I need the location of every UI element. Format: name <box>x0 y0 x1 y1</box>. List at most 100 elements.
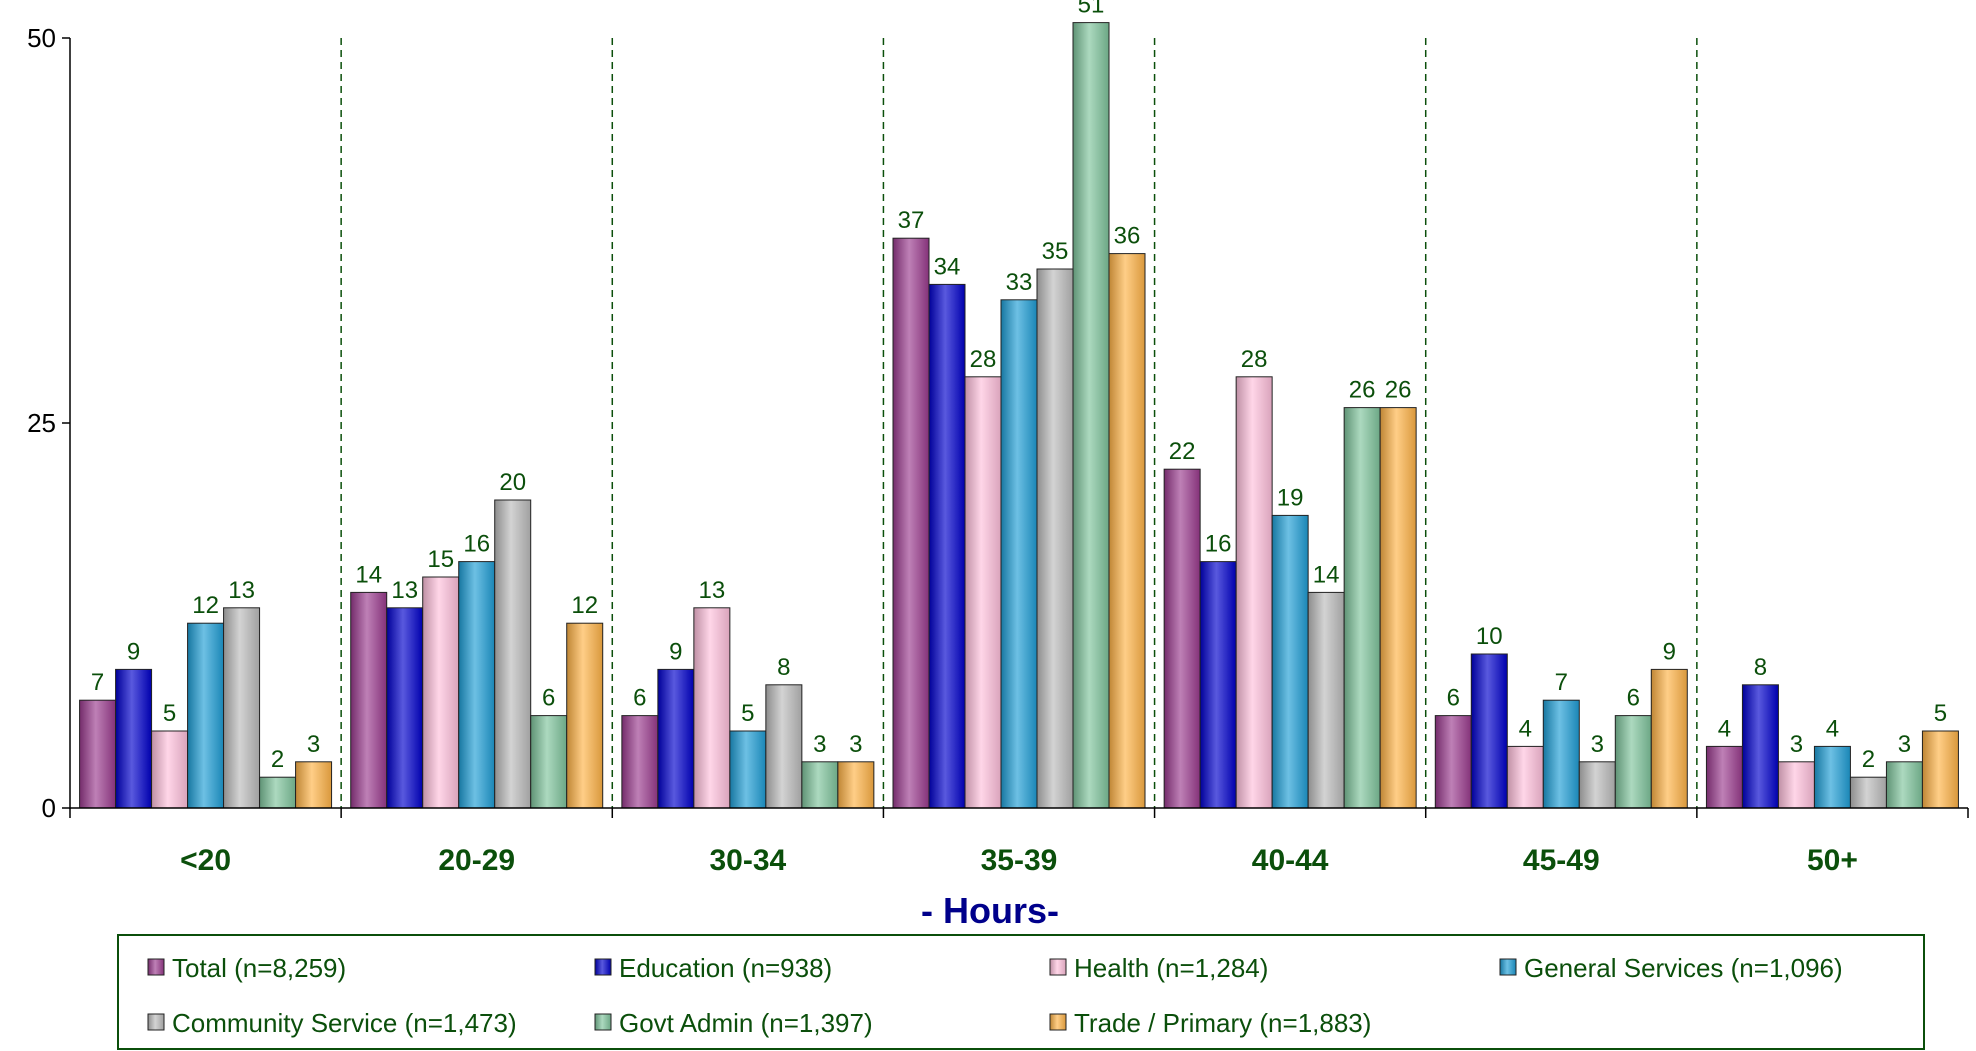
data-label: 26 <box>1349 377 1376 404</box>
y-tick-group: 0 25 50 <box>27 23 70 823</box>
bar <box>1470 653 1508 809</box>
legend-swatch <box>147 1013 165 1031</box>
data-label: 10 <box>1476 623 1503 650</box>
data-label: 8 <box>777 654 790 681</box>
y-tick-label: 25 <box>27 408 56 438</box>
data-label: 22 <box>1169 438 1196 465</box>
legend-entry-label: Trade / Primary (n=1,883) <box>1074 1008 1371 1038</box>
bar <box>422 576 460 809</box>
y-tick-label: 0 <box>42 793 56 823</box>
data-label: 6 <box>542 685 555 712</box>
data-label: 3 <box>1591 731 1604 758</box>
bar <box>1705 745 1743 809</box>
bar <box>1199 561 1237 809</box>
category-label: 50+ <box>1807 844 1858 877</box>
data-label: 6 <box>1627 685 1640 712</box>
bar <box>151 730 189 809</box>
data-label: 9 <box>669 638 682 665</box>
bar <box>1741 684 1779 809</box>
data-label: 2 <box>1862 746 1875 773</box>
legend-swatch <box>594 1013 612 1031</box>
category-label: 20-29 <box>438 844 515 877</box>
legend-box <box>117 934 1925 1050</box>
category-label: <20 <box>180 844 231 877</box>
data-label: 15 <box>427 546 454 573</box>
data-label: 19 <box>1277 484 1304 511</box>
bar <box>1650 668 1688 809</box>
data-label: 16 <box>1205 531 1232 558</box>
legend-swatch <box>1499 958 1517 976</box>
category-label: 45-49 <box>1523 844 1600 877</box>
data-label: 3 <box>1898 731 1911 758</box>
bar <box>530 715 568 809</box>
data-label: 13 <box>391 577 418 604</box>
bar <box>1885 761 1923 809</box>
data-label: 13 <box>699 577 726 604</box>
data-label: 34 <box>934 253 961 280</box>
legend-swatch <box>594 958 612 976</box>
legend-entry-label: Education (n=938) <box>619 953 832 983</box>
bar <box>1614 715 1652 809</box>
data-label: 7 <box>1555 669 1568 696</box>
y-tick-label: 50 <box>27 23 56 53</box>
bar <box>187 622 225 809</box>
bar <box>892 237 930 809</box>
data-label: 14 <box>355 561 382 588</box>
bar <box>1343 407 1381 809</box>
category-label: 30-34 <box>709 844 786 877</box>
data-label: 3 <box>307 731 320 758</box>
data-label: 7 <box>91 669 104 696</box>
data-label: 5 <box>1934 700 1947 727</box>
bar <box>566 622 604 809</box>
bar <box>729 730 767 809</box>
legend-swatch <box>1049 1013 1067 1031</box>
bar <box>79 699 117 809</box>
data-label: 16 <box>463 531 490 558</box>
bar <box>1813 745 1851 809</box>
legend-entry-label: Community Service (n=1,473) <box>172 1008 517 1038</box>
bar <box>386 607 424 809</box>
data-label: 51 <box>1078 0 1105 19</box>
bar <box>223 607 261 809</box>
bar <box>1379 407 1417 809</box>
bar <box>621 715 659 809</box>
data-label: 20 <box>499 469 526 496</box>
data-label: 5 <box>163 700 176 727</box>
data-label: 2 <box>271 746 284 773</box>
data-label: 6 <box>1447 685 1460 712</box>
data-label: 9 <box>1663 638 1676 665</box>
bar <box>1072 22 1110 809</box>
data-label: 26 <box>1385 377 1412 404</box>
legend-swatch <box>1049 958 1067 976</box>
legend-entry-label: Health (n=1,284) <box>1074 953 1268 983</box>
x-axis-title: - Hours- <box>921 890 1059 931</box>
data-label: 5 <box>741 700 754 727</box>
bar <box>350 591 388 809</box>
data-label: 9 <box>127 638 140 665</box>
bar <box>1434 715 1472 809</box>
legend-swatch <box>147 958 165 976</box>
data-label: 35 <box>1042 238 1069 265</box>
data-label: 6 <box>633 685 646 712</box>
bar <box>1506 745 1544 809</box>
bar <box>458 561 496 809</box>
bar <box>115 668 153 809</box>
bar <box>1777 761 1815 809</box>
data-label: 3 <box>849 731 862 758</box>
data-label: 8 <box>1754 654 1767 681</box>
bar <box>1578 761 1616 809</box>
bar <box>1271 514 1309 809</box>
data-label: 28 <box>970 346 997 373</box>
data-label: 28 <box>1241 346 1268 373</box>
data-label: 4 <box>1718 715 1731 742</box>
bar <box>1036 268 1074 809</box>
bar-group <box>79 22 1959 809</box>
data-label: 33 <box>1006 269 1033 296</box>
legend: Total (n=8,259) Education (n=938) Health (… <box>147 953 1843 1038</box>
bar <box>1542 699 1580 809</box>
data-label: 3 <box>813 731 826 758</box>
bar <box>657 668 695 809</box>
category-label: 35-39 <box>981 844 1058 877</box>
